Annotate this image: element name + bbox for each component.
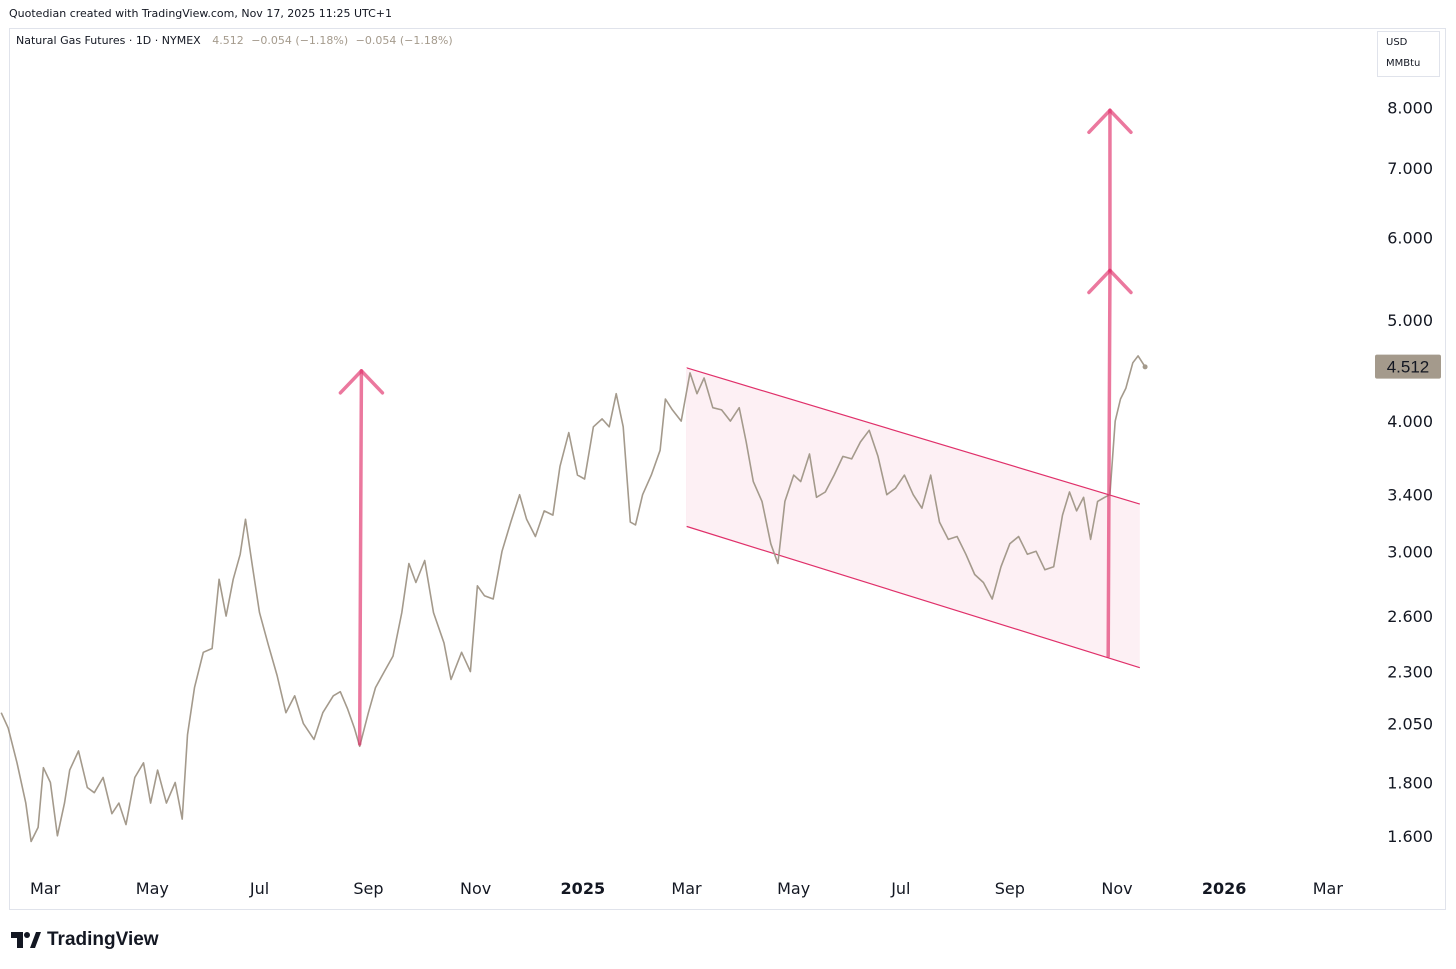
channel-fill: [686, 367, 1140, 668]
chart-frame: [9, 28, 1446, 910]
y-tick-label: 4.000: [1387, 412, 1433, 431]
y-tick-label: 2.300: [1387, 663, 1433, 682]
brand-name: TradingView: [47, 929, 159, 950]
x-tick-label: 2025: [561, 879, 606, 898]
x-tick-label: Mar: [1313, 879, 1344, 898]
currency-label: USD: [1386, 37, 1408, 48]
price-line: [0, 355, 1146, 843]
arrow-head: [338, 369, 385, 395]
tradingview-logo[interactable]: TradingView: [11, 929, 159, 951]
y-tick-label: 3.000: [1387, 542, 1433, 561]
projection-arrow[interactable]: [1087, 108, 1133, 273]
y-tick-label: 8.000: [1387, 98, 1433, 117]
arrow-shaft: [357, 369, 364, 746]
x-tick-label: Nov: [1101, 879, 1132, 898]
y-tick-label: 2.600: [1387, 607, 1433, 626]
last-price-dot: [1142, 364, 1148, 370]
descending-channel[interactable]: [685, 367, 1140, 669]
x-tick-label: May: [777, 879, 810, 898]
x-tick-label: 2026: [1202, 879, 1247, 898]
price-change-secondary: −0.054 (−1.18%): [355, 34, 453, 47]
y-tick-label: 5.000: [1387, 311, 1433, 330]
time-axis[interactable]: Mar May Jul Sep Nov 2025 Mar May Jul Sep Nov 2026 Ma…: [30, 879, 1343, 898]
chart-caption: Quotedian created with TradingView.com, …: [9, 7, 393, 20]
symbol-name: Natural Gas Futures · 1D · NYMEX: [16, 34, 201, 47]
y-tick-label: 1.600: [1387, 827, 1433, 846]
currency-unit-selector[interactable]: USD MMBtu: [1377, 31, 1440, 77]
x-tick-label: Mar: [671, 879, 702, 898]
x-tick-label: Jul: [249, 879, 269, 898]
x-tick-label: Nov: [460, 879, 491, 898]
price-axis[interactable]: 8.000 7.000 6.000 5.000 4.000 3.400 3.000 2.600…: [1387, 98, 1433, 845]
symbol-legend[interactable]: Natural Gas Futures · 1D · NYMEX 4.512 −…: [16, 34, 453, 47]
x-tick-label: Mar: [30, 879, 61, 898]
tradingview-logo-icon: [11, 932, 41, 948]
price-label-badge: 4.512: [1375, 354, 1441, 379]
y-tick-label: 3.400: [1387, 486, 1433, 505]
projection-arrow[interactable]: [338, 369, 385, 746]
arrow-head: [1087, 108, 1133, 135]
y-tick-label: 1.800: [1387, 773, 1433, 792]
y-tick-label: 6.000: [1387, 229, 1433, 248]
x-tick-label: May: [136, 879, 169, 898]
x-tick-label: Sep: [353, 879, 383, 898]
channel-lower-line[interactable]: [686, 525, 1140, 669]
channel-upper-line[interactable]: [686, 367, 1140, 505]
target-arrows[interactable]: [338, 108, 1133, 746]
x-tick-label: Sep: [995, 879, 1025, 898]
price-change: −0.054 (−1.18%): [251, 34, 349, 47]
last-price: 4.512: [212, 34, 244, 47]
x-tick-label: Jul: [890, 879, 910, 898]
unit-label: MMBtu: [1386, 58, 1421, 69]
y-tick-label: 2.050: [1387, 715, 1433, 734]
price-label-text: 4.512: [1387, 358, 1430, 377]
arrow-shaft: [1106, 268, 1112, 658]
legend-values: 4.512 −0.054 (−1.18%) −0.054 (−1.18%): [208, 34, 452, 47]
y-tick-label: 7.000: [1387, 159, 1433, 178]
